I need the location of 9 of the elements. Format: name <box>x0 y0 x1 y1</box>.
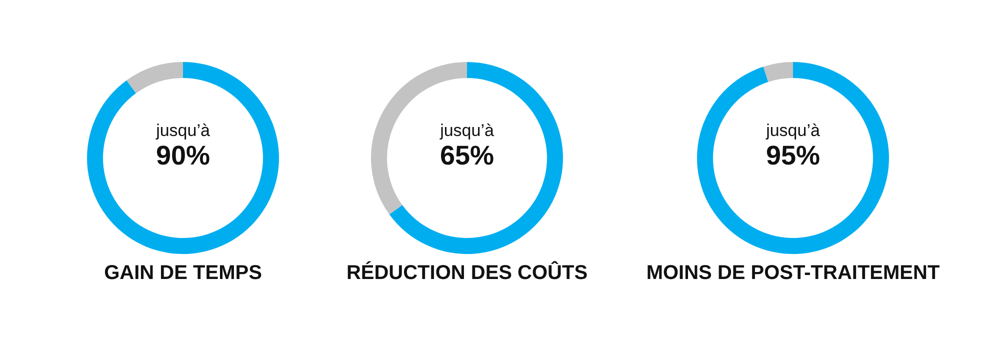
text: 95% <box>766 140 820 170</box>
text: jusqu’à <box>155 121 210 140</box>
text: RÉDUCTION DES COÛTS <box>346 261 588 284</box>
text: jusqu’à <box>765 121 820 140</box>
text: MOINS DE POST-TRAITEMENT <box>646 262 940 284</box>
text: GAIN DE TEMPS <box>104 262 262 284</box>
text: 90% <box>156 140 210 170</box>
text: jusqu’à <box>439 121 494 140</box>
text: 65% <box>440 140 494 170</box>
